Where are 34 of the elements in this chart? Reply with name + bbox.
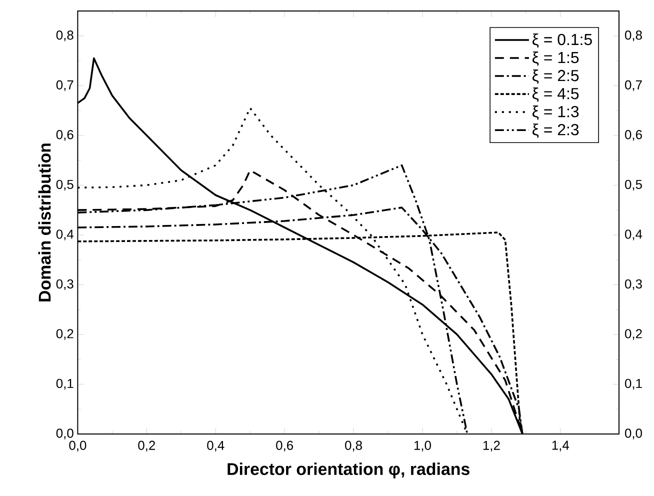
y2-tick-label: 0,7 (624, 80, 642, 91)
legend-label: ξ = 1:5 (532, 51, 579, 66)
x-tick-label: 1,4 (552, 440, 570, 452)
y2-tick-label: 0,1 (624, 378, 642, 390)
y-tick-label: 0,7 (56, 80, 74, 91)
x-tick-label: 1,2 (483, 440, 500, 452)
y-axis-title: Domain distribution (38, 144, 51, 302)
x-tick-label: 0,8 (345, 440, 362, 452)
x-tick-label: 0,0 (69, 440, 86, 452)
x-tick-label: 0,4 (207, 440, 224, 452)
x-tick-label: 1,0 (414, 440, 431, 452)
x-tick-label: 0,6 (276, 440, 294, 452)
legend-label: ξ = 1:3 (532, 106, 579, 120)
y-tick-label: 0,0 (56, 428, 74, 440)
y-tick-label: 0,5 (56, 180, 74, 191)
y-tick-label: 0,1 (56, 378, 74, 390)
y-tick-label: 0,4 (56, 230, 74, 240)
y-tick-label: 0,2 (56, 329, 74, 340)
y2-tick-label: 0,4 (624, 230, 642, 240)
y2-tick-label: 0,6 (624, 130, 642, 141)
y2-tick-label: 0,2 (624, 329, 642, 340)
x-tick-label: 0,2 (138, 440, 156, 452)
y-tick-label: 0,3 (56, 279, 74, 290)
legend-label: ξ = 2:5 (532, 70, 579, 84)
y2-tick-label: 0,5 (624, 180, 642, 191)
legend-label: ξ = 4:5 (532, 88, 579, 102)
x-axis-title: Director orientation φ, radians (228, 462, 470, 478)
y-tick-label: 0,6 (56, 130, 74, 141)
legend-label: ξ = 0.1:5 (532, 33, 592, 48)
legend-label: ξ = 2:3 (532, 124, 579, 138)
y-tick-label: 0,8 (56, 30, 74, 42)
y2-tick-label: 0,8 (624, 30, 642, 42)
y2-tick-label: 0,0 (624, 428, 642, 440)
y2-tick-label: 0,3 (624, 279, 642, 290)
